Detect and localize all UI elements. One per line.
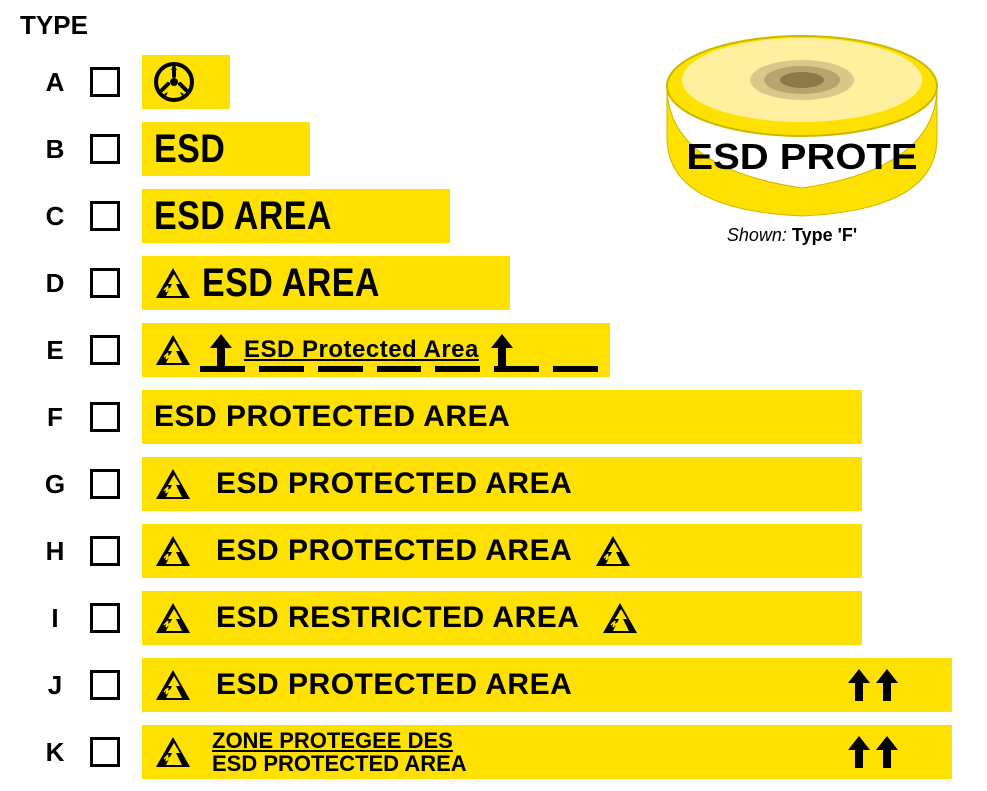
- type-letter: A: [20, 67, 90, 98]
- arrows-group: [846, 734, 900, 770]
- tape-sample: ESD PROTECTED AREA: [142, 390, 862, 444]
- tape-sample: ESD PROTECTED AREA: [142, 457, 862, 511]
- esd-triangle-icon: [154, 668, 192, 702]
- arrow-up-icon: [208, 332, 234, 368]
- tape-label: ESD PROTECTED AREA: [216, 467, 572, 501]
- tape-label: ESD RESTRICTED AREA: [216, 601, 579, 635]
- type-checkbox[interactable]: [90, 335, 120, 365]
- type-letter: D: [20, 268, 90, 299]
- type-checkbox[interactable]: [90, 268, 120, 298]
- caption-prefix: Shown:: [727, 225, 792, 245]
- tape-row: G ESD PROTECTED AREA: [20, 457, 967, 511]
- type-checkbox[interactable]: [90, 402, 120, 432]
- arrow-up-icon: [874, 734, 900, 770]
- tape-sample: ESD AREA: [142, 189, 450, 243]
- tape-row: J ESD PROTECTED AREA: [20, 658, 967, 712]
- arrow-up-icon: [489, 332, 515, 368]
- tape-sample: ESD Protected Area: [142, 323, 610, 377]
- tape-label: ZONE PROTEGEE DESESD PROTECTED AREA: [212, 729, 467, 775]
- type-letter: J: [20, 670, 90, 701]
- arrow-up-icon: [846, 667, 872, 703]
- arrows-group: [846, 667, 900, 703]
- product-caption: Shown: Type 'F': [627, 225, 957, 246]
- type-checkbox[interactable]: [90, 469, 120, 499]
- esd-triangle-icon: [594, 534, 632, 568]
- tape-label: ESD Protected Area: [244, 336, 479, 364]
- tape-sample: ESD PROTECTED AREA: [142, 524, 862, 578]
- esd-circle-icon: [154, 62, 194, 102]
- tape-row: K ZONE PROTEGEE DESESD PROTECTED AREA: [20, 725, 967, 779]
- type-checkbox[interactable]: [90, 134, 120, 164]
- svg-text:ESD PROTE: ESD PROTE: [686, 138, 917, 178]
- tape-label: ESD AREA: [202, 261, 380, 306]
- esd-triangle-icon: [601, 601, 639, 635]
- type-letter: E: [20, 335, 90, 366]
- esd-triangle-icon: [154, 601, 192, 635]
- dash-line: [200, 366, 598, 372]
- arrow-up-icon: [846, 734, 872, 770]
- type-letter: G: [20, 469, 90, 500]
- esd-triangle-icon: [154, 333, 192, 367]
- tape-row: E ESD Protected Area: [20, 323, 967, 377]
- type-letter: C: [20, 201, 90, 232]
- tape-label: ESD AREA: [154, 194, 332, 239]
- caption-bold: Type 'F': [792, 225, 857, 245]
- esd-triangle-icon: [154, 266, 192, 300]
- type-checkbox[interactable]: [90, 737, 120, 767]
- tape-row: D ESD AREA: [20, 256, 967, 310]
- tape-sample: ESD: [142, 122, 310, 176]
- tape-sample: ZONE PROTEGEE DESESD PROTECTED AREA: [142, 725, 952, 779]
- type-checkbox[interactable]: [90, 670, 120, 700]
- tape-label: ESD PROTECTED AREA: [216, 668, 572, 702]
- product-photo: ESD PROTE: [627, 18, 957, 218]
- tape-label: ESD PROTECTED AREA: [154, 400, 510, 434]
- tape-row: F ESD PROTECTED AREA: [20, 390, 967, 444]
- type-letter: I: [20, 603, 90, 634]
- esd-triangle-icon: [154, 467, 192, 501]
- tape-row: I ESD RESTRICTED AREA: [20, 591, 967, 645]
- type-letter: B: [20, 134, 90, 165]
- tape-sample: [142, 55, 230, 109]
- esd-triangle-icon: [154, 534, 192, 568]
- type-checkbox[interactable]: [90, 603, 120, 633]
- type-letter: K: [20, 737, 90, 768]
- arrow-up-icon: [874, 667, 900, 703]
- tape-sample: ESD AREA: [142, 256, 510, 310]
- tape-label: ESD: [154, 127, 225, 172]
- type-checkbox[interactable]: [90, 201, 120, 231]
- tape-row: H ESD PROTECTED AREA: [20, 524, 967, 578]
- tape-sample: ESD RESTRICTED AREA: [142, 591, 862, 645]
- tape-sample: ESD PROTECTED AREA: [142, 658, 952, 712]
- esd-triangle-icon: [154, 735, 192, 769]
- type-letter: F: [20, 402, 90, 433]
- type-letter: H: [20, 536, 90, 567]
- tape-label: ESD PROTECTED AREA: [216, 534, 572, 568]
- type-checkbox[interactable]: [90, 67, 120, 97]
- type-checkbox[interactable]: [90, 536, 120, 566]
